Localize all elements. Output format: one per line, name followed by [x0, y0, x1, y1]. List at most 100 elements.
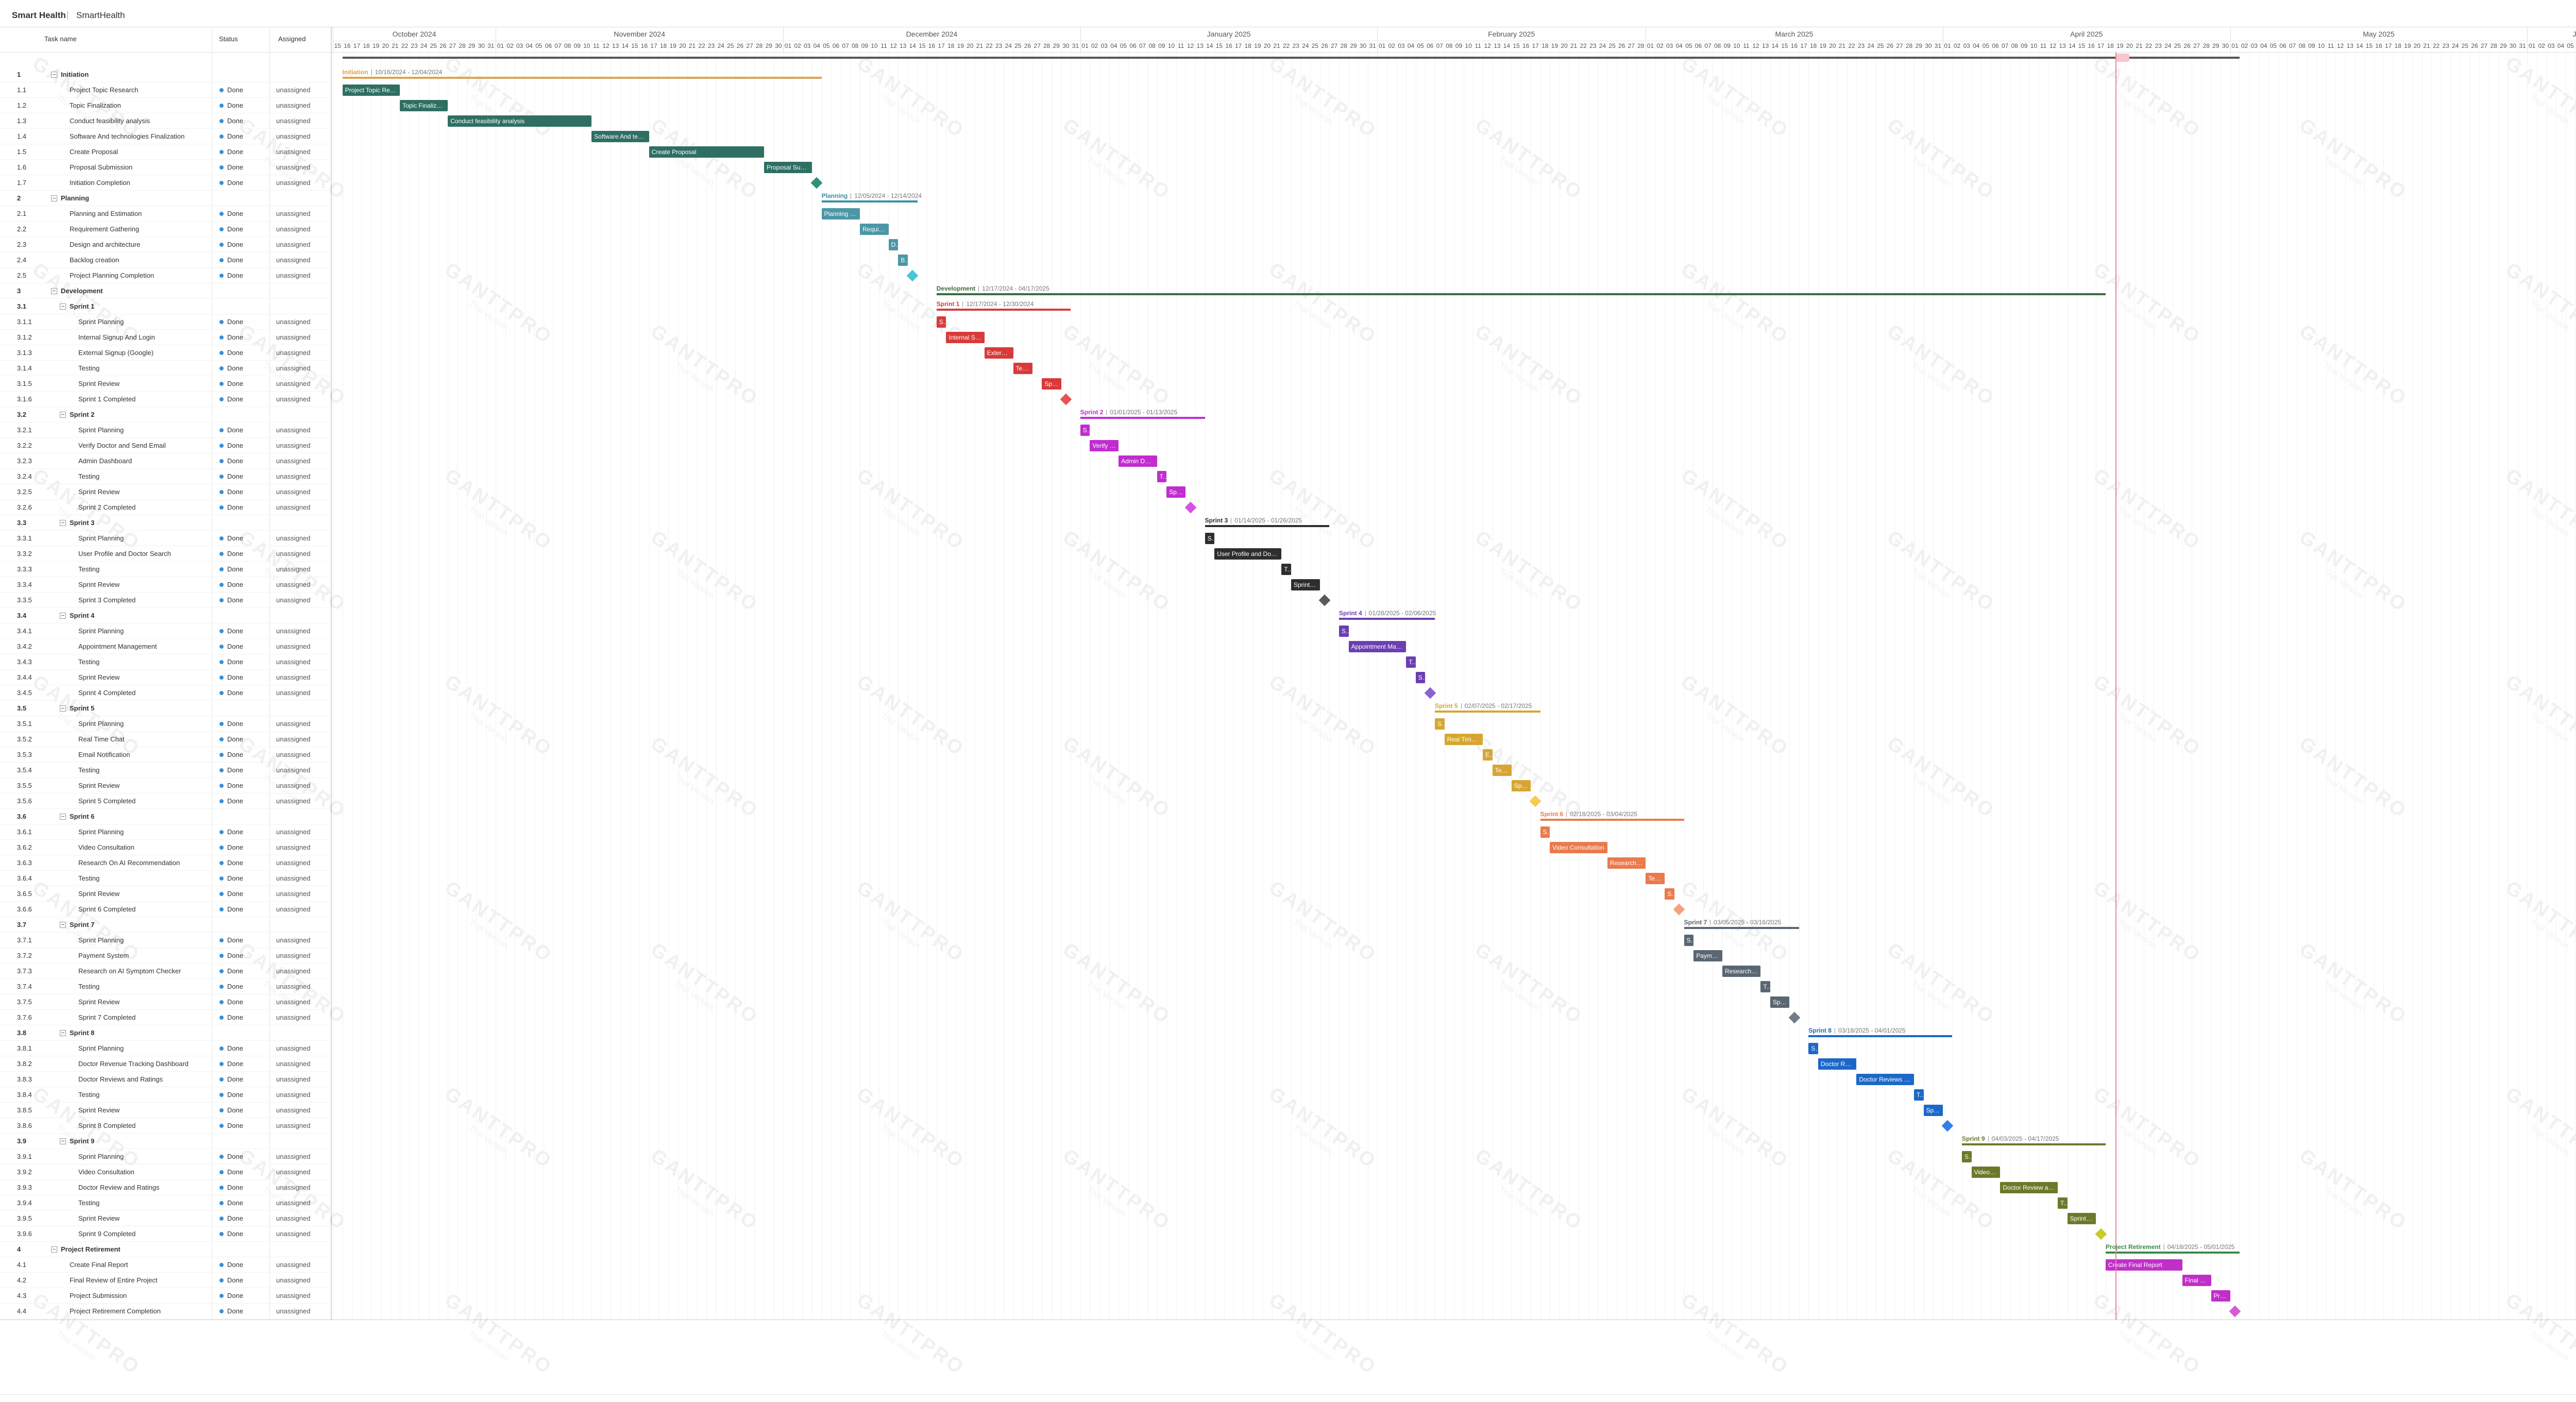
day-label: 31 — [1369, 42, 1376, 49]
watermark-title: GANTTPRO — [1471, 526, 1587, 617]
day-grid-line — [1339, 41, 1340, 1320]
collapse-toggle[interactable] — [60, 814, 66, 820]
watermark-title: GANTTPRO — [2295, 1144, 2412, 1235]
task-name: Doctor Reviews and Ratings — [78, 1075, 163, 1083]
watermark: GANTTPRO Trial Version — [1259, 1083, 1381, 1180]
day-label: 22 — [698, 42, 705, 49]
day-label: 20 — [1829, 42, 1836, 49]
status: Done — [227, 550, 244, 558]
day-label: 07 — [554, 42, 562, 49]
day-grid-line — [1118, 41, 1120, 1320]
day-label: 02 — [1091, 42, 1098, 49]
assigned: unassigned — [276, 333, 311, 341]
watermark-title: GANTTPRO — [1883, 732, 1999, 823]
collapse-toggle[interactable] — [60, 303, 66, 310]
day-label: 28 — [459, 42, 466, 49]
task-id: 3.8.1 — [17, 1044, 32, 1052]
status: Done — [227, 1261, 244, 1269]
task-name: Project Topic Research — [70, 86, 139, 94]
column-header: Task name — [44, 35, 77, 43]
task-id: 2.3 — [17, 241, 27, 248]
task-bar: Sprint Planning — [1205, 533, 1215, 544]
day-label: 01 — [784, 42, 792, 49]
day-label: 25 — [430, 42, 437, 49]
watermark-title: GANTTPRO — [2295, 732, 2412, 823]
today-highlight — [2115, 54, 2130, 62]
day-label: 27 — [2193, 42, 2200, 49]
task-bar-label: Sprint Review — [1514, 782, 1531, 789]
day-label: 16 — [344, 42, 351, 49]
task-id: 3.7.6 — [17, 1014, 32, 1021]
status-dot — [219, 985, 224, 989]
collapse-toggle[interactable] — [60, 520, 66, 526]
assigned: unassigned — [276, 735, 311, 743]
day-label: 26 — [1321, 42, 1328, 49]
collapse-toggle[interactable] — [60, 613, 66, 619]
task-name: Sprint Review — [78, 673, 120, 681]
collapse-toggle[interactable] — [51, 1246, 57, 1253]
task-name: Conduct feasibility analysis — [70, 117, 150, 125]
collapse-toggle[interactable] — [60, 1030, 66, 1036]
day-label: 05 — [1982, 42, 1990, 49]
task-bar-label: Create Final Report — [2108, 1261, 2162, 1269]
watermark: GANTTPRO Trial Version — [2083, 1083, 2205, 1180]
status-dot — [219, 552, 224, 556]
milestone — [1941, 1120, 1954, 1132]
day-label: 05 — [1417, 42, 1424, 49]
day-label: 01 — [497, 42, 504, 49]
status-dot — [219, 505, 224, 510]
watermark: GANTTPRO Trial Version — [2290, 1144, 2412, 1242]
milestone — [1788, 1011, 1800, 1024]
day-label: 16 — [928, 42, 936, 49]
status: Done — [227, 1184, 244, 1191]
summary-separator — [1566, 811, 1567, 817]
task-id: 3.4 — [17, 612, 27, 619]
task-bar: Admin Dashboard — [1118, 455, 1157, 467]
task-name: Sprint 9 — [70, 1137, 95, 1145]
summary-bar — [1962, 1143, 2106, 1145]
row-line — [0, 700, 331, 701]
task-bar-label: Sprint Review — [1294, 581, 1320, 588]
task-name: Testing — [78, 766, 100, 774]
summary-bar — [1339, 618, 1435, 620]
task-name: Project Retirement — [61, 1245, 121, 1253]
collapse-toggle[interactable] — [60, 705, 66, 712]
day-label: 07 — [2002, 42, 2009, 49]
task-bar-label: Backlog creation — [901, 257, 908, 264]
day-label: 06 — [2279, 42, 2286, 49]
row-line — [0, 963, 331, 964]
day-label: 28 — [1043, 42, 1050, 49]
day-label: 28 — [1340, 42, 1347, 49]
status: Done — [227, 983, 244, 990]
collapse-toggle[interactable] — [60, 1138, 66, 1144]
day-label: 24 — [420, 42, 428, 49]
task-id: 1.5 — [17, 148, 27, 156]
collapse-toggle[interactable] — [51, 195, 57, 201]
day-label: 30 — [1359, 42, 1367, 49]
task-id: 4.2 — [17, 1276, 27, 1284]
status: Done — [227, 797, 244, 805]
collapse-toggle[interactable] — [60, 412, 66, 418]
status: Done — [227, 1106, 244, 1114]
task-id: 4.3 — [17, 1292, 27, 1299]
status-dot — [219, 397, 224, 401]
day-label: 12 — [602, 42, 609, 49]
day-label: 09 — [1455, 42, 1463, 49]
day-label: 11 — [1475, 42, 1481, 49]
day-grid-line — [1760, 41, 1761, 1320]
status: Done — [227, 1276, 244, 1284]
watermark: GANTTPRO Trial Version — [1259, 465, 1381, 562]
day-label: 19 — [2116, 42, 2124, 49]
task-bar-label: Video Consultation — [1974, 1169, 2001, 1176]
collapse-toggle[interactable] — [51, 72, 57, 78]
summary-separator — [1106, 409, 1107, 415]
collapse-toggle[interactable] — [51, 288, 57, 294]
row-line — [0, 190, 331, 191]
assigned: unassigned — [276, 1292, 311, 1299]
task-name: Testing — [78, 565, 100, 573]
task-id: 3.6.1 — [17, 828, 32, 836]
day-label: 03 — [1666, 42, 1673, 49]
summary-dates: 03/05/2025 - 03/16/2025 — [1714, 919, 1782, 926]
collapse-toggle[interactable] — [60, 922, 66, 928]
day-label: 21 — [392, 42, 399, 49]
